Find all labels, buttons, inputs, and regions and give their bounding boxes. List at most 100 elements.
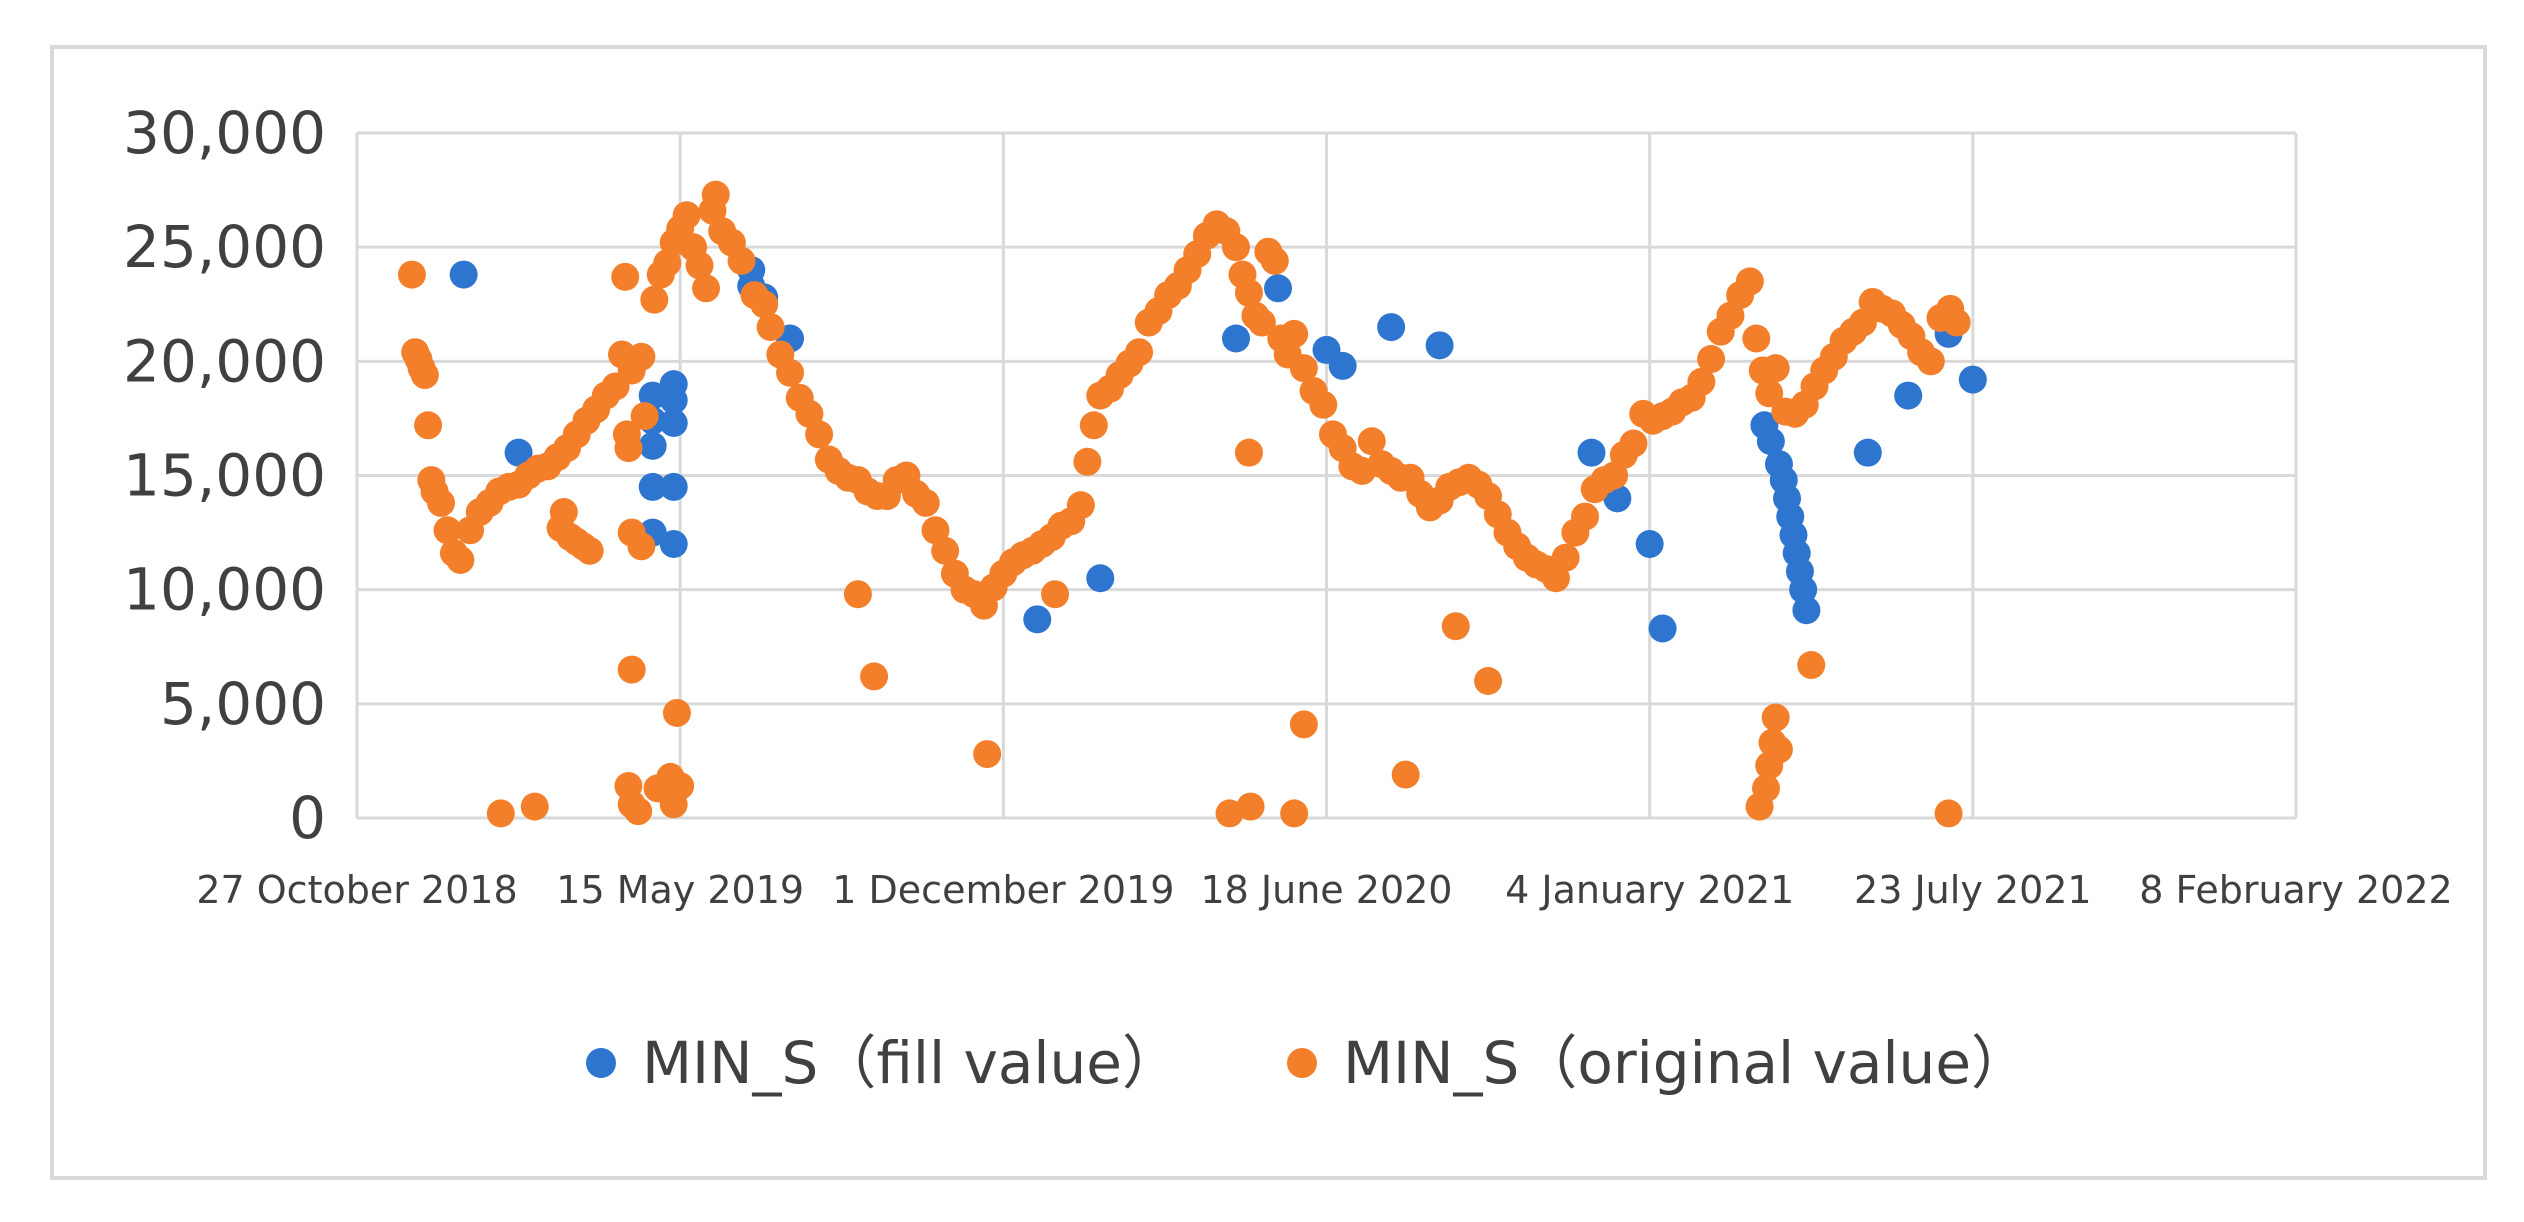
point-original-value — [1234, 438, 1263, 467]
x-tick-label: 23 July 2021 — [1854, 868, 2092, 912]
point-fill-value — [659, 530, 688, 558]
point-original-value — [1761, 354, 1790, 383]
y-tick-label: 25,000 — [123, 213, 326, 281]
point-fill-value — [659, 386, 688, 415]
y-tick-label: 15,000 — [123, 442, 326, 510]
point-original-value — [756, 313, 785, 342]
point-original-value — [843, 580, 872, 609]
point-original-value — [1260, 246, 1289, 275]
point-fill-value — [1264, 274, 1293, 303]
point-fill-value — [1792, 596, 1821, 625]
point-original-value — [1234, 278, 1263, 307]
legend-marker-fill — [586, 1048, 616, 1078]
point-fill-value — [1222, 324, 1251, 353]
point-original-value — [1934, 799, 1963, 828]
legend-label-original: MIN_S（original value） — [1343, 1029, 2029, 1097]
x-tick-label: 15 May 2019 — [556, 868, 804, 912]
y-tick-label: 10,000 — [123, 556, 326, 624]
point-original-value — [1289, 354, 1318, 383]
point-original-value — [520, 792, 549, 821]
point-original-value — [1280, 319, 1309, 348]
y-tick-label: 5,000 — [160, 670, 326, 738]
point-original-value — [1289, 710, 1318, 739]
point-original-value — [1066, 491, 1095, 520]
x-axis-ticks: 27 October 2018 15 May 2019 1 December 201… — [196, 868, 2452, 912]
y-tick-label: 30,000 — [123, 99, 326, 167]
point-original-value — [805, 420, 834, 449]
point-original-value — [1125, 338, 1154, 367]
point-original-value — [414, 411, 443, 440]
x-tick-label: 27 October 2018 — [196, 868, 517, 912]
data-points — [397, 180, 1987, 828]
point-original-value — [1619, 429, 1648, 458]
point-original-value — [1752, 774, 1781, 803]
point-original-value — [1697, 345, 1726, 374]
y-tick-label: 0 — [289, 784, 326, 852]
point-original-value — [1357, 427, 1386, 456]
point-fill-value — [1853, 438, 1882, 467]
point-fill-value — [638, 472, 667, 501]
point-original-value — [1280, 799, 1309, 828]
point-original-value — [617, 655, 646, 684]
point-fill-value — [1756, 427, 1785, 456]
point-original-value — [911, 488, 940, 517]
point-original-value — [1916, 347, 1945, 376]
point-original-value — [1551, 543, 1580, 572]
point-original-value — [1073, 447, 1102, 476]
point-original-value — [1764, 735, 1793, 764]
point-fill-value — [504, 438, 533, 467]
point-fill-value — [1635, 530, 1664, 558]
point-fill-value — [1425, 331, 1454, 360]
x-tick-label: 1 December 2019 — [832, 868, 1174, 912]
point-original-value — [1761, 703, 1790, 732]
point-original-value — [1309, 390, 1338, 419]
point-original-value — [750, 290, 779, 319]
point-original-value — [1571, 502, 1600, 531]
point-fill-value — [449, 260, 478, 289]
y-tick-label: 20,000 — [123, 327, 326, 395]
point-original-value — [662, 698, 691, 727]
point-original-value — [931, 536, 960, 565]
point-original-value — [624, 797, 653, 826]
point-original-value — [666, 772, 695, 801]
point-original-value — [397, 260, 426, 289]
point-original-value — [427, 488, 456, 517]
y-axis-ticks: 0 5,000 10,000 15,000 20,000 25,000 30,000 — [123, 99, 326, 852]
legend-label-fill: MIN_S（fill value） — [642, 1029, 1180, 1097]
point-original-value — [1755, 379, 1784, 408]
chart-frame — [50, 45, 2487, 1180]
point-fill-value — [1648, 614, 1677, 643]
point-original-value — [860, 662, 889, 691]
point-original-value — [433, 516, 462, 545]
point-original-value — [1474, 667, 1503, 695]
point-original-value — [692, 274, 721, 303]
point-original-value — [446, 545, 475, 574]
point-original-value — [575, 536, 604, 565]
point-original-value — [486, 799, 515, 828]
point-original-value — [701, 180, 730, 209]
x-tick-label: 18 June 2020 — [1201, 868, 1453, 912]
point-original-value — [1391, 760, 1420, 789]
point-original-value — [1247, 308, 1276, 337]
point-original-value — [1687, 367, 1716, 396]
point-original-value — [776, 358, 805, 387]
point-original-value — [1041, 580, 1070, 609]
point-original-value — [1742, 324, 1771, 353]
point-fill-value — [638, 431, 667, 460]
point-original-value — [410, 361, 439, 390]
point-original-value — [640, 285, 669, 314]
point-original-value — [549, 498, 578, 527]
point-original-value — [1942, 308, 1971, 337]
point-original-value — [630, 402, 659, 431]
point-fill-value — [1789, 575, 1818, 604]
point-original-value — [611, 262, 640, 291]
point-fill-value — [1577, 438, 1606, 467]
point-original-value — [1441, 612, 1470, 641]
point-original-value — [1215, 799, 1244, 828]
x-tick-label: 4 January 2021 — [1505, 868, 1794, 912]
point-original-value — [973, 740, 1002, 769]
point-original-value — [1222, 233, 1251, 262]
legend-marker-original — [1287, 1048, 1317, 1078]
point-original-value — [1797, 651, 1826, 680]
